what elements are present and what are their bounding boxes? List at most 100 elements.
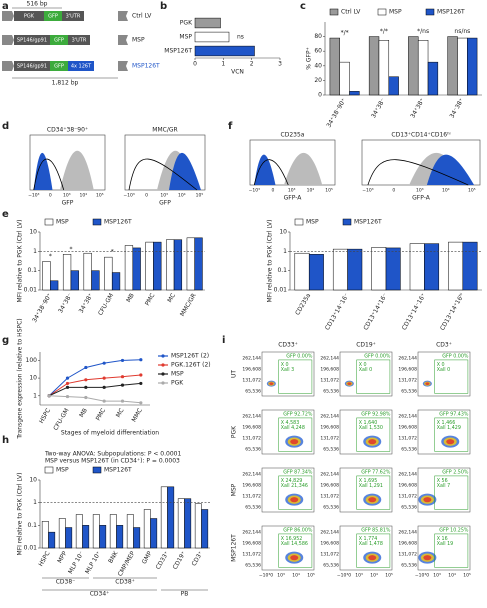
- density-blob: [446, 439, 455, 445]
- legend-label: MSP: [56, 219, 69, 226]
- ltr: [2, 61, 14, 71]
- bar: [145, 241, 154, 291]
- y-tick-label: 196,608: [320, 425, 339, 431]
- group-label: PB: [181, 591, 189, 598]
- bar: [111, 272, 121, 291]
- row-label: UT: [231, 370, 238, 378]
- category-label: MPP: [56, 550, 68, 565]
- panel-label: i: [222, 335, 225, 346]
- bar: [166, 239, 175, 291]
- legend-label: MSP126T: [104, 219, 132, 226]
- y-tick-label: 262,144: [242, 530, 261, 536]
- marker: [102, 385, 106, 389]
- y-tick-label: 196,608: [242, 483, 261, 489]
- marker: [84, 365, 88, 370]
- y-tick-label: 131,072: [398, 494, 417, 500]
- legend-swatch: [44, 466, 54, 474]
- x-axis-label: Stages of myeloid differentiation: [61, 430, 159, 437]
- ltr: [2, 11, 14, 21]
- gate-percent: GFP 92.98%: [361, 412, 391, 418]
- marker: [65, 376, 70, 380]
- bar: [308, 254, 324, 291]
- category-label: 34⁺38⁻: [57, 292, 74, 314]
- bar: [99, 525, 107, 549]
- promoter-label: SP146/gp91: [17, 38, 47, 44]
- category-label: MSP126T: [164, 48, 192, 55]
- bar: [92, 514, 100, 549]
- group-label: CD34⁺: [90, 591, 110, 598]
- bar: [388, 76, 399, 96]
- gate-percent: GFP 85.81%: [361, 528, 391, 534]
- x-tick-label: 0: [145, 193, 148, 199]
- y-tick-label: 80: [314, 33, 322, 40]
- y-tick-label: 65,536: [245, 563, 261, 569]
- x-axis-label: VCN: [231, 69, 244, 76]
- y-tick-label: 0.01: [274, 287, 288, 294]
- hist-blue: [426, 154, 475, 185]
- category-label: 34⁺38⁻90⁺: [325, 97, 347, 129]
- marker: [84, 395, 88, 400]
- y-tick-label: 131,072: [242, 378, 261, 384]
- bar: [349, 91, 360, 96]
- y-tick-label: 65,536: [323, 505, 339, 511]
- y-tick-label: 262,144: [242, 356, 261, 362]
- y-tick-label: 1: [33, 499, 37, 506]
- panel-label: h: [2, 435, 9, 446]
- x-tick-label: 2: [250, 61, 254, 68]
- y-tick-label: 262,144: [398, 530, 417, 536]
- bar: [160, 486, 168, 549]
- y-tick-label: 65,536: [323, 447, 339, 453]
- y-tick-label: 10: [29, 375, 37, 382]
- category-label: BNK: [107, 549, 120, 564]
- bar: [116, 525, 124, 549]
- gate-count: X 0: [437, 362, 445, 368]
- x-tick-label: 10⁵: [463, 573, 471, 579]
- significance: */*: [341, 30, 349, 37]
- gate-count: X 0: [359, 362, 367, 368]
- y-tick-label: 0.01: [24, 545, 38, 552]
- bar: [194, 17, 221, 29]
- y-tick-label: 131,072: [242, 552, 261, 558]
- hist-blue: [33, 152, 53, 190]
- panel-label: d: [2, 121, 9, 132]
- gate-count: X 1,695: [359, 478, 378, 484]
- bar: [194, 237, 203, 291]
- y-tick-label: 196,608: [320, 483, 339, 489]
- bar: [457, 37, 468, 96]
- y-tick-label: 262,144: [320, 356, 339, 362]
- hist-gray: [60, 150, 94, 190]
- marker: [84, 378, 88, 382]
- y-axis-label: Transgene expression (relative to HSPC): [17, 318, 24, 439]
- y-tick-label: 131,072: [320, 436, 339, 442]
- category-label: CFU-GM: [97, 292, 115, 317]
- hist-line: [367, 159, 469, 186]
- utr-label: 3'UTR: [66, 14, 81, 20]
- gate-count: Xall 7: [437, 483, 450, 489]
- bar: [462, 241, 478, 291]
- plot-frame: [417, 409, 471, 455]
- gate-count: Xall 0: [359, 367, 372, 373]
- length-label: 516 bp: [27, 1, 48, 8]
- utr-box: [68, 35, 90, 45]
- legend-label: MSP126T: [354, 219, 382, 226]
- y-tick-label: 10: [279, 229, 287, 236]
- gate-count: Xall 19: [437, 541, 454, 547]
- density-blob: [290, 555, 299, 561]
- y-tick-label: 65,536: [245, 389, 261, 395]
- x-tick-label: −10³0: [337, 573, 351, 579]
- category-label: 34⁻38⁺: [449, 97, 466, 119]
- x-axis-label: GFP: [159, 200, 171, 207]
- gate-percent: GFP 0.00%: [442, 354, 469, 360]
- x-tick-label: −10³: [362, 188, 373, 194]
- y-tick-label: 65,536: [401, 505, 417, 511]
- bar: [294, 252, 310, 291]
- y-tick-label: 1: [283, 248, 287, 255]
- gate-count: X 1,774: [359, 536, 378, 542]
- density-blob: [368, 497, 377, 503]
- y-tick-label: 0: [318, 92, 322, 99]
- gate: [434, 417, 469, 452]
- gate: [356, 475, 391, 510]
- bar: [201, 509, 209, 549]
- y-tick-label: 131,072: [398, 552, 417, 558]
- gate: [278, 417, 313, 452]
